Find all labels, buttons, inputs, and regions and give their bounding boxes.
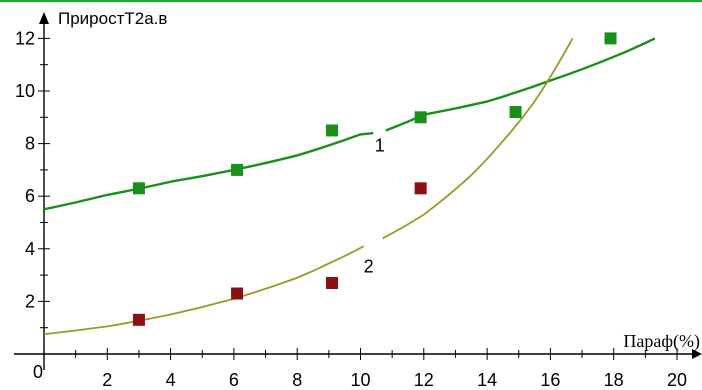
x-tick-label: 8 <box>292 370 302 390</box>
y-tick-label: 2 <box>25 291 35 311</box>
x-tick-label: 0 <box>33 362 43 382</box>
top-border-line <box>0 0 702 2</box>
x-tick-label: 18 <box>604 370 624 390</box>
x-tick-label: 10 <box>350 370 370 390</box>
x-tick-label: 6 <box>229 370 239 390</box>
x-tick-label: 2 <box>102 370 112 390</box>
series-1-point <box>509 106 522 119</box>
axes: 0 2 4 6 8 10 12 14 16 18 2024681012ПриростТ2а.вПар… <box>14 9 702 390</box>
x-tick-label: 20 <box>667 370 687 390</box>
series-1-point <box>414 111 427 124</box>
series-2-point <box>231 287 244 300</box>
chart-labels: 12 <box>364 135 385 276</box>
y-tick-label: 4 <box>25 239 35 259</box>
series-1-point <box>326 124 339 137</box>
y-tick-label: 6 <box>25 186 35 206</box>
x-axis-title: Параф(%) <box>623 331 700 352</box>
x-tick-label: 14 <box>477 370 497 390</box>
series-1-point <box>132 182 145 195</box>
y-tick-label: 8 <box>25 134 35 154</box>
series-1-point <box>604 32 617 45</box>
y-tick-label: 12 <box>15 28 35 48</box>
series-1-fit-curve <box>43 131 374 211</box>
series-2-fit-curve <box>382 37 574 240</box>
y-tick-label: 10 <box>15 81 35 101</box>
series-2-point <box>414 182 427 195</box>
series-2-label: 2 <box>364 256 374 276</box>
x-tick-label: 12 <box>414 370 434 390</box>
series-1-point <box>231 163 244 176</box>
x-axis-arrow <box>692 349 702 359</box>
data-points <box>132 32 617 326</box>
series-1-label: 1 <box>375 135 385 155</box>
x-tick-label: 16 <box>540 370 560 390</box>
series-2-fit-curve <box>43 245 365 336</box>
y-axis-title: ПриростТ2а.в <box>58 9 167 28</box>
y-axis-arrow <box>39 12 49 24</box>
series-2-point <box>326 276 339 289</box>
x-tick-label: 4 <box>166 370 176 390</box>
series-2-point <box>132 313 145 326</box>
